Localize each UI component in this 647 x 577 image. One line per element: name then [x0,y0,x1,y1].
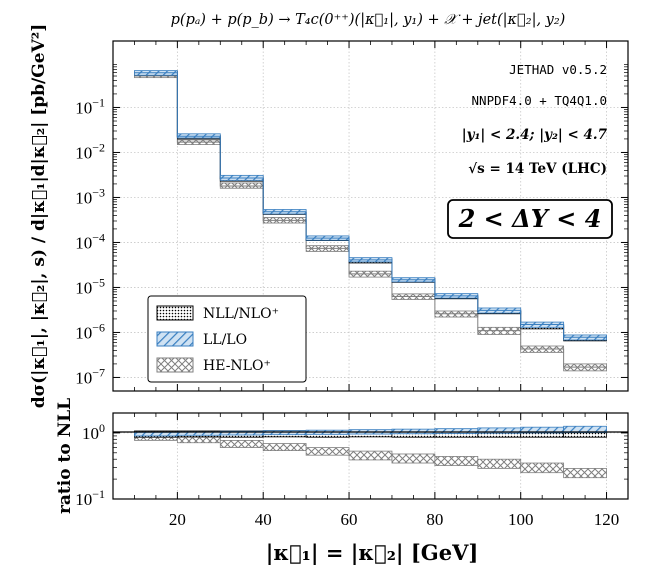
ratio-band-hatch-bin-7 [434,428,479,434]
ratio-y-axis-title: ratio to NLL [55,398,75,514]
ratio-band-crosshatch-bin-3 [262,443,307,451]
x-tick-label: 60 [341,510,358,529]
legend-label-ll: LL/LO [203,332,247,348]
ratio-band-hatch-bin-0 [134,431,178,437]
ratio-band-hatch-bin-10 [563,425,607,434]
ratio-band-crosshatch-bin-7 [434,456,479,467]
ratio-band-crosshatch-bin-10 [563,468,607,479]
y-tick-label: 10−5 [75,275,105,297]
x-tick-labels: 20 40 60 80 100 120 [169,510,619,529]
x-tick-label: 100 [508,510,534,529]
x-tick-label: 20 [169,510,186,529]
y-axis-title: dσ(|κ⃗₁|, |κ⃗₂|, s) / d|κ⃗₁|d|κ⃗₂| [pb/G… [29,24,49,409]
legend-swatch-he [156,357,194,373]
chart-title: p(pₐ) + p(p_b) → T₄c(0⁺⁺)(|κ⃗₁|, y₁) + 𝒳… [171,12,566,28]
annotation-pdf: NNPDF4.0 + TQ4Q1.0 [472,93,607,108]
legend-swatch-nll [156,305,194,321]
x-axis-title: |κ⃗₁| = |κ⃗₂| [GeV] [266,540,479,565]
ratio-band-crosshatch-bin-1 [176,436,221,444]
ratio-band-crosshatch-bin-6 [391,453,436,464]
y-tick-label: 10−2 [75,140,105,162]
ratio-ticks: 10−1 100 [75,413,629,509]
main-ticks: 10−7 10−6 10−5 10−4 10−3 10−2 10−1 [75,41,629,391]
y-tick-label: 10−7 [75,365,105,387]
annotation-energy: √s = 14 TeV (LHC) [468,161,607,177]
ratio-panel: 10−1 100 [75,412,629,509]
annotation-rapidity: |y₁| < 2.4; |y₂| < 4.7 [462,127,608,143]
annotation-delta-y: 2 < ΔY < 4 [458,204,602,233]
ratio-band-crosshatch-bin-5 [348,450,393,461]
x-tick-label: 120 [594,510,620,529]
legend-swatch-ll [156,331,194,347]
main-frame [112,40,629,392]
delta-y-box [447,199,613,239]
x-tick-label: 80 [426,510,443,529]
ratio-band-crosshatch-bin-8 [477,458,522,469]
ratio-frame [112,412,629,500]
legend: NLL/NLO⁺ LL/LO HE-NLO⁺ [147,295,307,383]
y-tick-label: 10−1 [75,95,105,117]
y-tick-label: 10−6 [75,320,105,342]
main-bands [134,70,607,372]
ratio-band-crosshatch-bin-9 [520,462,565,474]
ratio-band-crosshatch-bin-2 [219,440,264,448]
y-tick-label: 10−3 [75,185,105,207]
step-line-hatch [134,72,607,338]
annotations: JETHAD v0.5.2 NNPDF4.0 + TQ4Q1.0 |y₁| < … [447,62,613,239]
annotation-code: JETHAD v0.5.2 [509,62,607,77]
legend-label-he: HE-NLO⁺ [203,358,271,374]
ratio-band-crosshatch-bin-4 [305,447,350,456]
legend-label-nll: NLL/NLO⁺ [203,306,279,322]
ratio-band-hatch-bin-3 [262,430,307,436]
y-tick-label: 10−4 [75,230,105,252]
ratio-y-tick-label: 10−1 [75,487,105,509]
ratio-bands [134,425,607,479]
ratio-y-tick-label: 100 [82,421,105,443]
x-tick-label: 40 [255,510,272,529]
